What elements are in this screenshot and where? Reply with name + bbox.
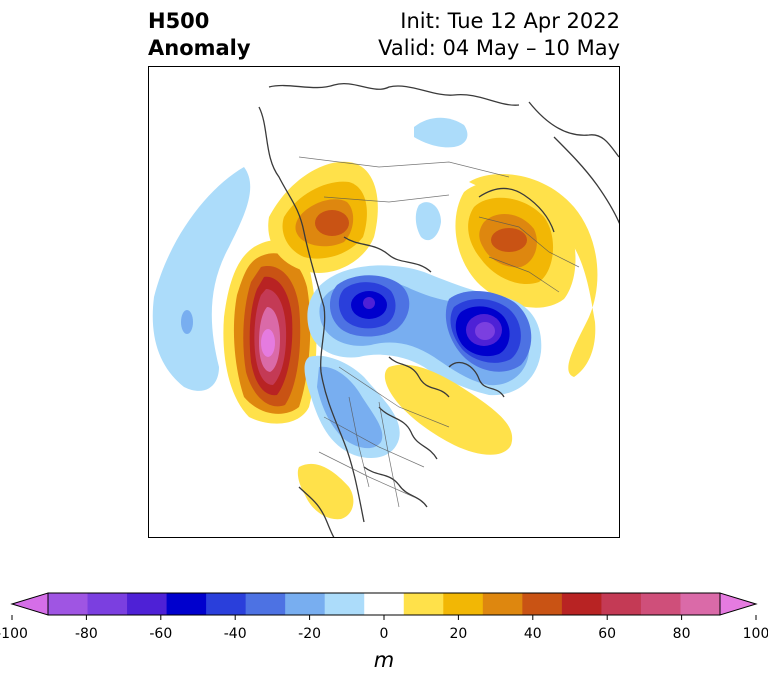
colorbar-extend-low <box>10 592 49 616</box>
tick-label: 80 <box>672 626 691 642</box>
colorbar-bin <box>680 593 721 615</box>
coastlines <box>258 83 619 537</box>
gulf-alaska-ridge <box>223 240 317 424</box>
colorbar-bin <box>127 593 168 615</box>
colorbar-bin <box>364 593 405 615</box>
tick-label: -20 <box>298 626 322 642</box>
colorbar-bin <box>443 593 484 615</box>
colorbar-bin <box>601 593 642 615</box>
tick-label: -40 <box>223 626 247 642</box>
scandinavia-ridge <box>455 174 598 377</box>
colorbar-bin <box>561 593 602 615</box>
central-canada-trough <box>304 355 400 459</box>
political-borders <box>298 156 580 508</box>
colorbar-bin <box>640 593 681 615</box>
map-dates: Init: Tue 12 Apr 2022 Valid: 04 May – 10… <box>378 8 620 62</box>
northern-canada-ridge <box>268 161 378 273</box>
colorbar-units: m <box>373 648 395 672</box>
siberia-trough <box>414 117 468 241</box>
init-date: Init: Tue 12 Apr 2022 <box>400 9 620 33</box>
colorbar-extend-high <box>719 592 758 616</box>
tick-label: -100 <box>0 626 28 642</box>
north-atlantic-ridge <box>297 364 513 520</box>
colorbar-bin <box>403 593 444 615</box>
map-svg <box>152 83 619 537</box>
colorbar-bin <box>206 593 247 615</box>
tick-label: -80 <box>74 626 98 642</box>
colorbar-bin <box>285 593 326 615</box>
colorbar <box>10 592 758 620</box>
colorbar-bin <box>87 593 128 615</box>
colorbar-bin <box>245 593 286 615</box>
map-title: H500 Anomaly <box>148 8 251 62</box>
colorbar-bin <box>482 593 523 615</box>
tick-label: 60 <box>598 626 617 642</box>
tick-label: 100 <box>742 626 768 642</box>
central-pacific-trough <box>152 167 251 391</box>
tick-label: -60 <box>149 626 173 642</box>
tick-label: 0 <box>379 626 389 642</box>
colorbar-bin <box>324 593 365 615</box>
arctic-troughs <box>307 265 542 396</box>
colorbar-bin <box>166 593 207 615</box>
title-variable: H500 <box>148 9 210 33</box>
title-field: Anomaly <box>148 36 251 60</box>
tick-label: 20 <box>449 626 468 642</box>
anomaly-map <box>148 66 620 538</box>
colorbar-bin <box>522 593 563 615</box>
tick-label: 40 <box>523 626 542 642</box>
colorbar-bin <box>48 593 89 615</box>
valid-range: Valid: 04 May – 10 May <box>378 36 620 60</box>
